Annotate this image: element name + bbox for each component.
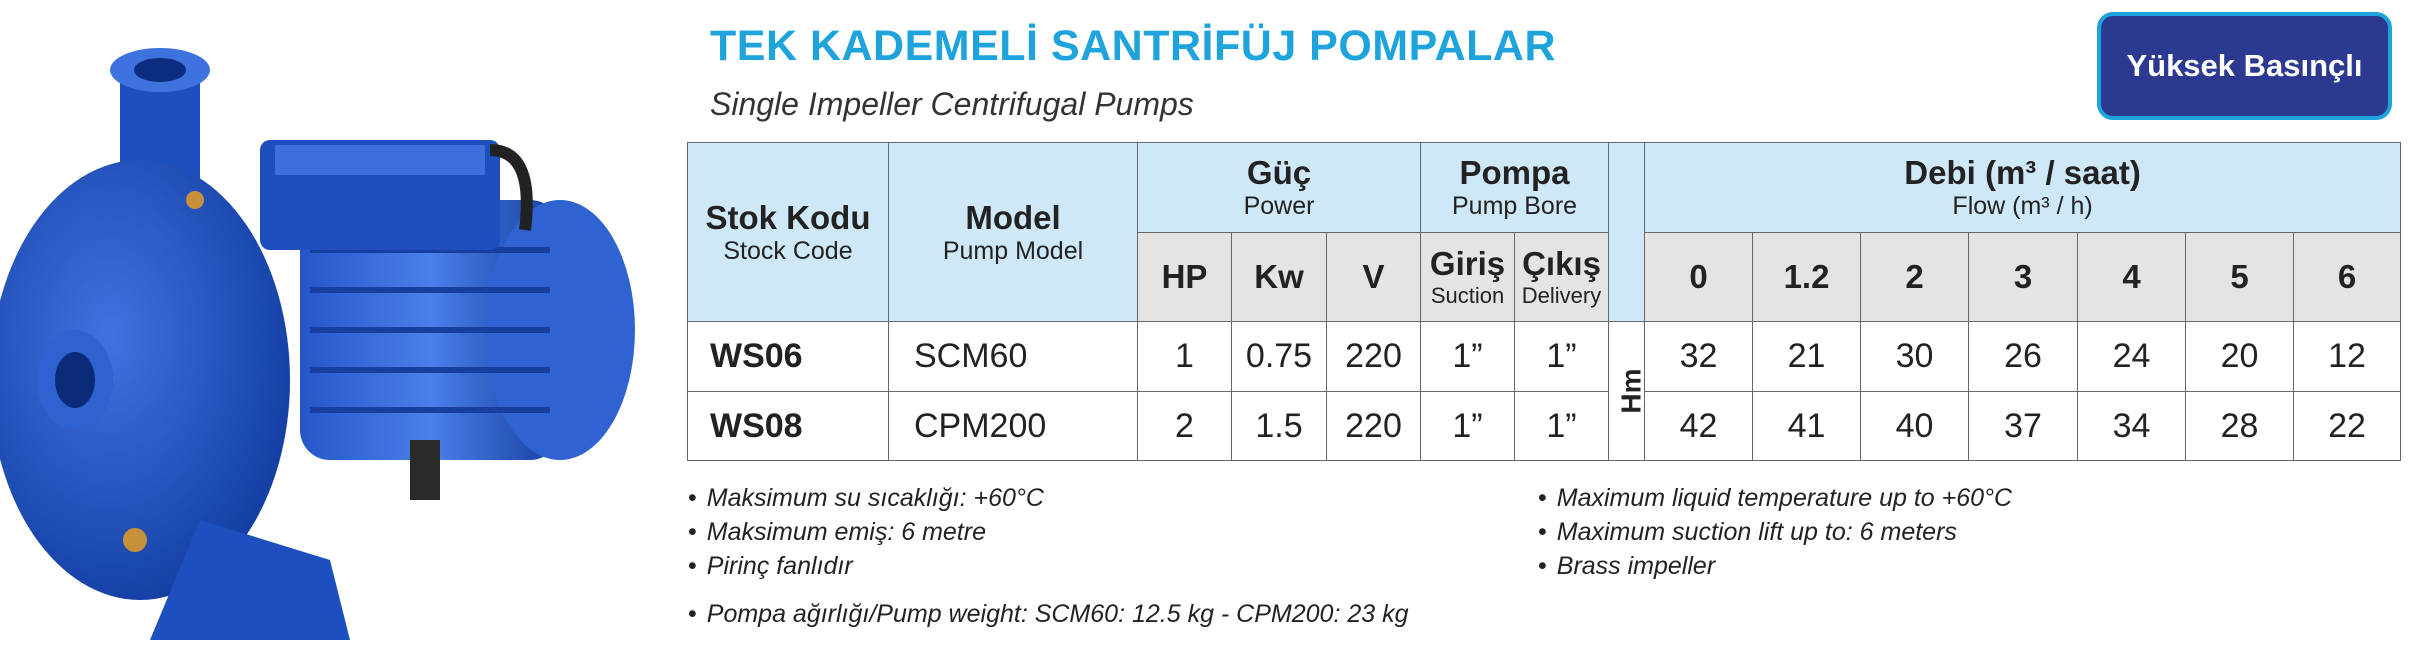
column-label: 4 — [2122, 258, 2141, 295]
column-label: 5 — [2230, 258, 2249, 295]
header-cell: 1.2 — [1752, 232, 1862, 322]
title: TEK KADEMELİ SANTRİFÜJ POMPALAR — [710, 22, 1557, 70]
table-cell: WS08 — [687, 391, 889, 461]
table-cell: 20 — [2185, 321, 2295, 392]
column-label: 2 — [1905, 258, 1924, 295]
table-cell: 220 — [1325, 321, 1422, 392]
table-cell: 41 — [1752, 391, 1862, 461]
table-cell: 37 — [1968, 391, 2079, 461]
header-sublabel: Pump Bore — [1451, 192, 1578, 220]
badge: Yüksek Basınçlı — [2097, 12, 2392, 120]
header-label: Debi (m³ / saat) — [1904, 154, 2141, 191]
header-label: Çıkış — [1522, 245, 1601, 282]
header-cell: 3 — [1968, 232, 2079, 322]
spec-table: Stok Kodu Stock Code Model Pump Model Güç Pow… — [687, 142, 2402, 461]
head-unit: Hm — [1615, 368, 1647, 414]
header-cell: 2 — [1860, 232, 1970, 322]
table-cell: WS06 — [687, 321, 889, 392]
column-label: 6 — [2337, 258, 2357, 295]
header-sublabel: Pump Model — [942, 236, 1084, 265]
table-cell: 24 — [2077, 321, 2187, 392]
note: Maximum suction lift up to: 6 meters — [1538, 518, 1957, 547]
header-cell: Model Pump Model — [888, 142, 1138, 322]
note: Maksimum su sıcaklığı: +60°C — [688, 484, 1044, 513]
column-label: 0 — [1689, 258, 1708, 295]
header-sublabel: Stock Code — [723, 236, 853, 265]
table-cell: 42 — [1644, 391, 1754, 461]
table-cell: 220 — [1325, 391, 1422, 461]
table-cell: 32 — [1644, 321, 1754, 392]
header-label: Stok Kodu — [705, 198, 871, 236]
table-cell: 2 — [1137, 391, 1232, 461]
note: Maksimum emiş: 6 metre — [688, 518, 986, 547]
table-cell: 1.5 — [1231, 391, 1327, 461]
column-label: 3 — [2013, 258, 2033, 295]
header-row: Stok Kodu Stock Code Model Pump Model Güç Pow… — [687, 142, 2402, 322]
note: Pompa ağırlığı/Pump weight: SCM60: 12.5 … — [688, 600, 1409, 629]
table-cell: 21 — [1752, 321, 1862, 392]
table-cell: 12 — [2293, 321, 2402, 392]
header-cell: Giriş Suction — [1420, 232, 1516, 322]
data-row: WS06 SCM60 1 0.75 220 1” 1” Hm 32 21 30 26 24 20 12 — [687, 321, 2402, 461]
table-cell: 1” — [1420, 391, 1516, 461]
header-cell: HP — [1137, 232, 1232, 322]
header-label: Model — [965, 198, 1061, 236]
header-sublabel: Suction — [1430, 283, 1505, 308]
subtitle: Single Impeller Centrifugal Pumps — [710, 86, 1194, 122]
header-cell: 0 — [1644, 232, 1754, 322]
data-row: WS08 CPM200 2 1.5 220 1” 1” 42 41 40 37 34 28 22 — [687, 391, 2402, 461]
table-cell: 1” — [1514, 321, 1610, 392]
note: Brass impeller — [1538, 552, 1715, 581]
table-cell: CPM200 — [888, 391, 1138, 461]
header-cell: Pompa Pump Bore — [1420, 142, 1610, 233]
head-unit-cell: Hm — [1608, 321, 1647, 461]
column-label: Kw — [1254, 258, 1304, 295]
table-cell: 0.75 — [1231, 321, 1327, 392]
header-cell: V — [1325, 232, 1422, 322]
header-cell: Güç Power — [1136, 142, 1422, 233]
header-cell: 6 — [2293, 232, 2402, 322]
column-label: V — [1362, 258, 1385, 295]
header-cell: Debi (m³ / saat) Flow (m³ / h) — [1644, 142, 2402, 233]
header-label: Pompa — [1459, 154, 1570, 191]
table-cell: 26 — [1968, 321, 2079, 392]
note: Maximum liquid temperature up to +60°C — [1538, 484, 2012, 513]
table-cell: 22 — [2293, 391, 2402, 461]
table-cell: 40 — [1860, 391, 1970, 461]
header-cell — [1608, 142, 1646, 322]
header-sublabel: Power — [1243, 192, 1315, 220]
header-sublabel: Flow (m³ / h) — [1952, 192, 2093, 220]
header-cell: Stok Kodu Stock Code — [687, 142, 889, 322]
header-row: HP Kw V Giriş Suction Çıkış Delivery 0 1.2 2 3 4 5 6 — [688, 232, 2402, 322]
header-cell: Çıkış Delivery — [1514, 232, 1610, 322]
pump-illustration — [0, 48, 635, 640]
table-cell: 1 — [1137, 321, 1232, 392]
header-label: Güç — [1246, 154, 1312, 191]
table-cell: 28 — [2185, 391, 2295, 461]
table-cell: 1” — [1514, 391, 1610, 461]
header-sublabel: Delivery — [1521, 283, 1602, 308]
header-cell: 5 — [2185, 232, 2295, 322]
header-label: Giriş — [1429, 245, 1506, 282]
table-cell: 34 — [2077, 391, 2187, 461]
note: Pirinç fanlıdır — [688, 552, 853, 581]
table-cell: SCM60 — [888, 321, 1138, 392]
header-cell: Kw — [1231, 232, 1327, 322]
table-cell: 1” — [1420, 321, 1516, 392]
column-label: HP — [1161, 258, 1208, 295]
header-cell: 4 — [2077, 232, 2187, 322]
table-cell: 30 — [1860, 321, 1970, 392]
column-label: 1.2 — [1783, 258, 1830, 295]
